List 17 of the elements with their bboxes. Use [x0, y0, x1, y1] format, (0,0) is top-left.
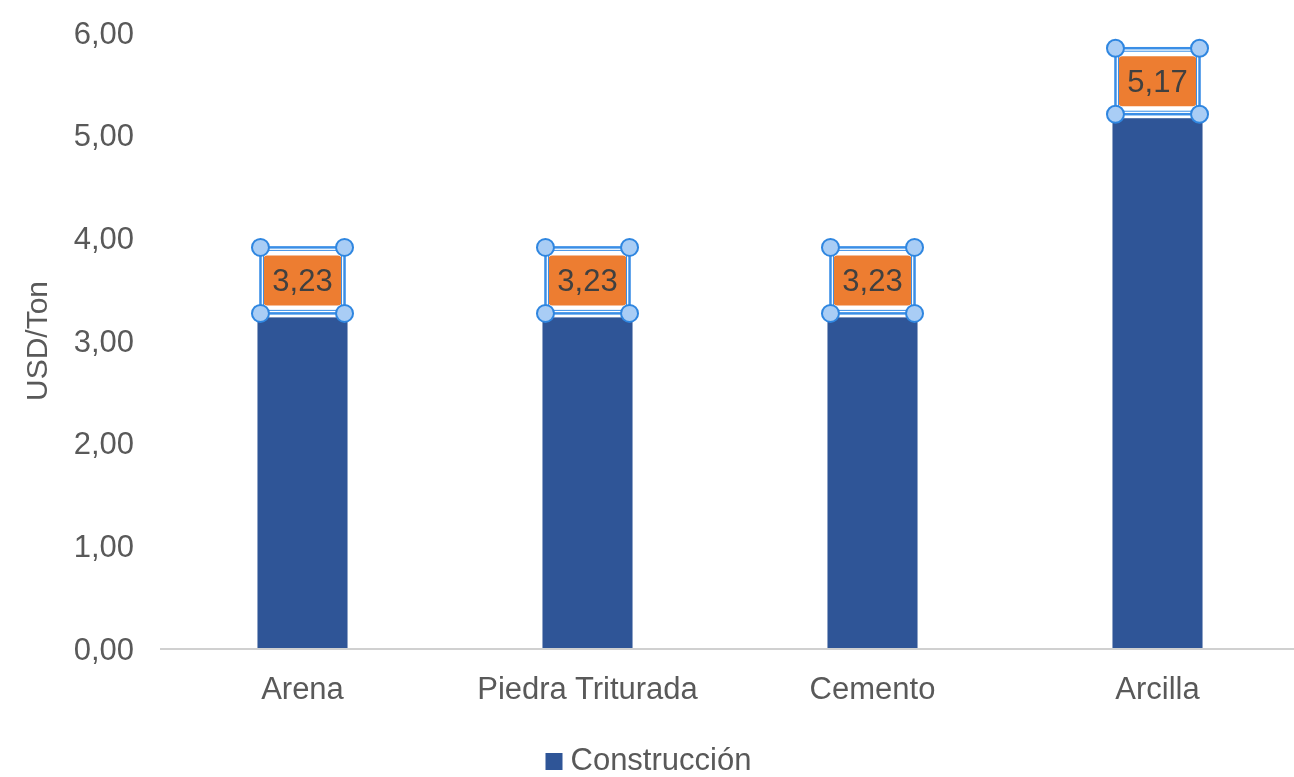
- data-label: 5,17: [1127, 63, 1188, 99]
- y-tick-label: 0,00: [73, 631, 134, 667]
- legend-label: Construcción: [570, 742, 752, 777]
- y-tick-label: 3,00: [73, 323, 134, 359]
- y-tick-label: 1,00: [73, 528, 134, 564]
- data-label: 3,23: [557, 262, 618, 298]
- x-tick-label: Arcilla: [1115, 670, 1201, 706]
- data-label: 3,23: [842, 262, 903, 298]
- x-tick-label: Arena: [261, 670, 345, 706]
- y-tick-label: 2,00: [73, 426, 134, 462]
- y-tick-label: 6,00: [73, 15, 134, 51]
- x-tick-label: Piedra Triturada: [477, 670, 699, 706]
- y-axis-title: USD/Ton: [19, 280, 53, 402]
- y-tick-label: 5,00: [73, 118, 134, 154]
- data-label: 3,23: [272, 262, 333, 298]
- x-tick-label: Cemento: [809, 670, 936, 706]
- y-tick-label: 4,00: [73, 220, 134, 256]
